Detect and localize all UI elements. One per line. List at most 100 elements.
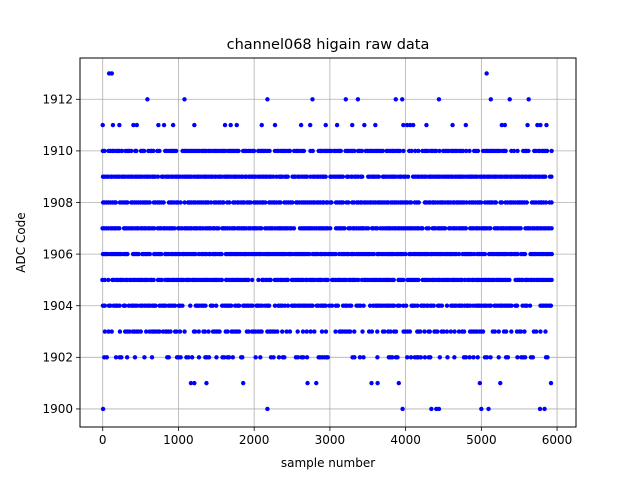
data-point bbox=[323, 329, 329, 334]
data-point bbox=[127, 329, 132, 334]
data-point bbox=[265, 97, 270, 102]
data-point bbox=[236, 303, 242, 308]
data-point bbox=[100, 406, 106, 412]
data-point bbox=[271, 355, 276, 360]
data-point bbox=[382, 329, 387, 334]
data-points bbox=[100, 71, 554, 412]
data-point bbox=[538, 122, 543, 128]
data-point bbox=[530, 355, 536, 360]
data-point bbox=[208, 200, 214, 205]
data-point bbox=[172, 226, 177, 231]
data-point bbox=[367, 303, 373, 308]
data-point bbox=[192, 329, 198, 334]
data-point bbox=[352, 355, 357, 360]
data-point bbox=[484, 71, 489, 76]
data-point bbox=[413, 148, 418, 154]
data-point bbox=[463, 148, 469, 154]
data-point bbox=[475, 355, 480, 360]
data-point bbox=[441, 329, 446, 334]
data-point bbox=[149, 355, 155, 360]
data-point bbox=[117, 122, 122, 128]
data-point bbox=[422, 355, 428, 360]
data-point bbox=[282, 355, 287, 360]
data-point bbox=[248, 200, 253, 205]
data-point bbox=[253, 355, 258, 360]
data-point bbox=[522, 329, 527, 334]
data-point bbox=[284, 329, 289, 334]
data-point bbox=[291, 226, 297, 231]
data-point bbox=[278, 200, 283, 205]
data-point bbox=[486, 406, 491, 412]
data-point bbox=[323, 303, 329, 308]
data-point bbox=[403, 251, 408, 257]
data-point bbox=[102, 277, 107, 283]
data-point bbox=[444, 329, 450, 334]
data-point bbox=[380, 148, 385, 154]
data-point bbox=[258, 355, 263, 360]
data-point bbox=[305, 380, 310, 386]
data-point bbox=[100, 122, 105, 128]
data-point bbox=[295, 355, 301, 360]
data-point bbox=[180, 303, 185, 308]
data-point bbox=[448, 329, 454, 334]
data-point bbox=[136, 251, 141, 257]
data-point bbox=[535, 122, 540, 128]
data-point bbox=[156, 122, 161, 128]
data-point bbox=[134, 303, 140, 308]
data-point bbox=[515, 148, 520, 154]
data-point bbox=[340, 200, 346, 205]
data-point bbox=[395, 355, 400, 360]
x-tick-label: 6000 bbox=[542, 433, 573, 447]
data-point bbox=[333, 329, 338, 334]
x-tick-label: 4000 bbox=[390, 433, 421, 447]
data-point bbox=[401, 122, 406, 128]
data-point bbox=[420, 226, 425, 231]
data-point bbox=[359, 148, 365, 154]
data-point bbox=[206, 329, 211, 334]
data-point bbox=[290, 200, 295, 205]
data-point bbox=[488, 226, 493, 231]
data-point bbox=[145, 97, 150, 102]
data-point bbox=[304, 174, 310, 179]
x-tick-label: 3000 bbox=[315, 433, 346, 447]
data-point bbox=[542, 406, 547, 412]
data-point bbox=[424, 122, 429, 128]
data-point bbox=[166, 355, 171, 360]
data-point bbox=[319, 329, 325, 334]
data-point bbox=[300, 329, 306, 334]
data-point bbox=[192, 380, 197, 386]
data-point bbox=[450, 122, 455, 128]
data-point bbox=[471, 355, 476, 360]
data-point bbox=[522, 355, 528, 360]
data-point bbox=[418, 355, 424, 360]
data-point bbox=[221, 200, 226, 205]
data-point bbox=[502, 122, 508, 128]
data-point bbox=[452, 355, 457, 360]
data-point bbox=[188, 380, 194, 386]
data-point bbox=[228, 122, 233, 128]
data-point bbox=[272, 303, 278, 308]
data-point bbox=[219, 277, 225, 283]
data-point bbox=[475, 148, 481, 154]
data-point bbox=[298, 122, 304, 128]
data-point bbox=[301, 148, 307, 154]
data-point bbox=[271, 174, 276, 179]
data-point bbox=[204, 380, 209, 386]
data-point bbox=[522, 251, 528, 257]
data-point bbox=[102, 148, 107, 154]
data-point bbox=[527, 303, 533, 308]
data-point bbox=[549, 277, 554, 283]
data-point bbox=[310, 148, 315, 154]
data-point bbox=[375, 226, 380, 231]
data-point bbox=[461, 329, 467, 334]
data-point bbox=[227, 200, 232, 205]
data-point bbox=[439, 303, 445, 308]
data-point bbox=[310, 97, 315, 102]
data-point bbox=[119, 148, 125, 154]
y-tick-label: 1900 bbox=[42, 402, 73, 416]
y-tick-label: 1902 bbox=[42, 351, 73, 365]
data-point bbox=[222, 355, 227, 360]
data-point bbox=[178, 200, 183, 205]
data-point bbox=[416, 277, 421, 283]
